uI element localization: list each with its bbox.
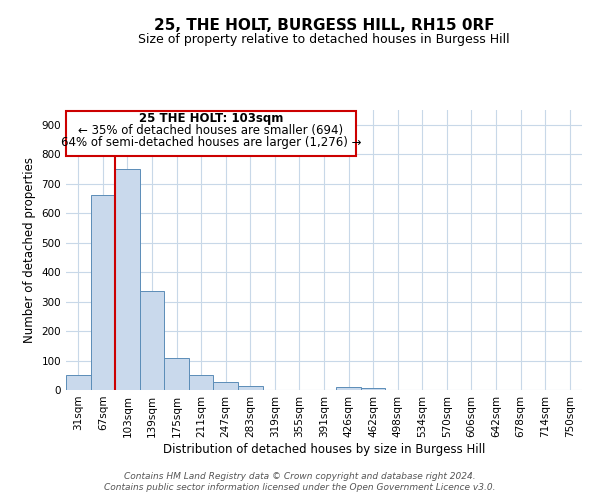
Bar bbox=[66, 376, 91, 390]
Bar bbox=[214, 382, 238, 390]
Text: 25 THE HOLT: 103sqm: 25 THE HOLT: 103sqm bbox=[139, 112, 283, 126]
Text: 25, THE HOLT, BURGESS HILL, RH15 0RF: 25, THE HOLT, BURGESS HILL, RH15 0RF bbox=[154, 18, 494, 32]
Text: 64% of semi-detached houses are larger (1,276) →: 64% of semi-detached houses are larger (… bbox=[61, 136, 361, 149]
Bar bbox=[164, 358, 189, 390]
Bar bbox=[140, 292, 164, 390]
Bar bbox=[91, 195, 115, 390]
X-axis label: Distribution of detached houses by size in Burgess Hill: Distribution of detached houses by size … bbox=[163, 442, 485, 456]
Bar bbox=[189, 374, 214, 390]
FancyBboxPatch shape bbox=[66, 112, 356, 156]
Text: ← 35% of detached houses are smaller (694): ← 35% of detached houses are smaller (69… bbox=[79, 124, 344, 137]
Text: Contains HM Land Registry data © Crown copyright and database right 2024.: Contains HM Land Registry data © Crown c… bbox=[124, 472, 476, 481]
Text: Contains public sector information licensed under the Open Government Licence v3: Contains public sector information licen… bbox=[104, 484, 496, 492]
Bar bbox=[238, 386, 263, 390]
Bar bbox=[115, 169, 140, 390]
Bar bbox=[361, 388, 385, 390]
Text: Size of property relative to detached houses in Burgess Hill: Size of property relative to detached ho… bbox=[138, 32, 510, 46]
Y-axis label: Number of detached properties: Number of detached properties bbox=[23, 157, 36, 343]
Bar bbox=[336, 388, 361, 390]
